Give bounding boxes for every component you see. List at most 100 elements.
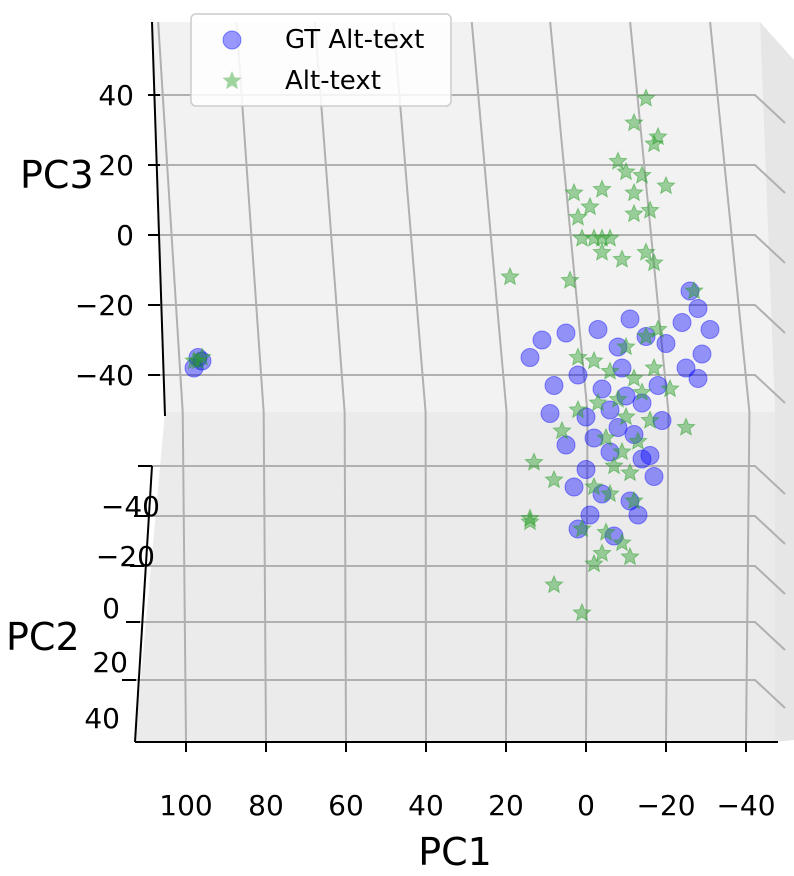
- alt-text-point: [624, 368, 644, 387]
- alt-text-point: [636, 88, 656, 107]
- alt-text-point: [616, 161, 636, 181]
- y-axis-title: PC2: [6, 615, 80, 659]
- alt-text-point: [560, 270, 580, 289]
- alt-text-point: [648, 319, 668, 338]
- alt-text-point: [592, 242, 612, 261]
- alt-text-point: [656, 175, 676, 195]
- z-gridline: [155, 304, 786, 334]
- alt-text-point: [592, 179, 612, 198]
- alt-text-point: [572, 602, 592, 622]
- alt-text-point: [684, 280, 704, 300]
- alt-text-point: [632, 165, 652, 184]
- gt-alt-text-point: [584, 428, 604, 448]
- alt-text-point: [552, 420, 572, 440]
- alt-text-point: [644, 133, 664, 153]
- alt-text-point: [568, 347, 588, 366]
- alt-text-point: [572, 518, 592, 538]
- alt-text-point: [544, 469, 564, 489]
- x-tick-label: 0: [577, 789, 595, 822]
- legend-label-alt-text: Alt-text: [285, 66, 381, 96]
- x-gridline: [629, 21, 670, 743]
- alt-text-point: [624, 112, 644, 132]
- gt-alt-text-point: [540, 404, 560, 423]
- alt-text-point: [596, 427, 616, 447]
- alt-text-point: [628, 431, 648, 450]
- floor-pane: [135, 412, 775, 742]
- x-gridline: [709, 21, 751, 743]
- z-tick-label: −40: [75, 359, 134, 392]
- alt-text-point: [612, 441, 632, 461]
- y-gridline: [137, 621, 786, 651]
- gt-alt-text-point: [520, 348, 540, 367]
- legend-box: [190, 13, 452, 107]
- legend-circle-marker: [222, 30, 242, 50]
- x-axis-title: PC1: [418, 830, 492, 874]
- alt-text-point: [604, 455, 624, 475]
- alt-text-point: [676, 417, 696, 436]
- alt-text-point: [520, 508, 540, 527]
- gt-alt-text-point: [676, 358, 696, 378]
- x-gridline: [157, 21, 187, 743]
- y-gridline: [142, 565, 786, 595]
- x-tick-label: −20: [636, 789, 695, 822]
- alt-text-point: [608, 151, 628, 170]
- gt-alt-text-point: [600, 442, 620, 462]
- gt-alt-text-point: [532, 330, 552, 350]
- gt-alt-text-point: [556, 323, 576, 343]
- alt-text-point: [588, 392, 608, 412]
- gt-alt-text-point: [580, 505, 600, 525]
- gt-alt-text-point: [544, 376, 564, 395]
- z-tick-label: 20: [98, 149, 134, 182]
- gt-alt-text-point: [640, 446, 660, 465]
- alt-text-point: [600, 228, 620, 247]
- alt-text-point: [592, 543, 612, 562]
- alt-text-point: [636, 326, 656, 345]
- gt-alt-text-point: [692, 344, 712, 364]
- series-alt-text: [184, 88, 704, 622]
- y-tick-label: −40: [101, 490, 160, 523]
- alt-text-point: [568, 207, 588, 226]
- back-pane: [152, 22, 775, 412]
- alt-text-point: [644, 357, 664, 377]
- gt-alt-text-point: [568, 365, 588, 385]
- z-tick-label: 0: [116, 219, 134, 252]
- alt-text-point: [584, 476, 604, 496]
- y-tick-label: 40: [84, 702, 120, 735]
- x-tick-label: 80: [248, 789, 284, 822]
- y-tick-label: 0: [102, 592, 120, 625]
- alt-text-point: [616, 336, 636, 356]
- alt-text-point: [608, 389, 628, 408]
- tick-marks: [122, 94, 747, 752]
- alt-text-point: [620, 546, 640, 566]
- alt-text-point: [580, 196, 600, 216]
- tick-labels: 100 80 60 40 20 0 −20 −40 40 20 0 −20 −40 −40 −20 0 20 40: [75, 79, 776, 822]
- gridlines: [132, 21, 786, 743]
- gt-alt-text-point: [652, 411, 672, 430]
- gt-alt-text-point: [620, 309, 640, 329]
- gt-alt-text-point: [656, 334, 676, 353]
- alt-text-point: [616, 406, 636, 426]
- y-gridline: [146, 515, 786, 545]
- alt-text-point: [564, 182, 584, 202]
- gt-alt-text-point: [576, 460, 596, 479]
- x-tick-label: −40: [716, 789, 775, 822]
- gt-alt-text-point: [556, 435, 576, 455]
- alt-text-point: [184, 350, 204, 370]
- y-tick-label: −20: [96, 540, 155, 573]
- z-gridline: [155, 164, 786, 194]
- legend-star-marker: [222, 71, 242, 90]
- y-gridline: [132, 679, 786, 709]
- alt-text-point: [636, 242, 656, 261]
- alt-text-point: [600, 483, 620, 503]
- alt-text-point: [596, 522, 616, 541]
- gt-alt-text-point: [688, 299, 708, 318]
- alt-text-point: [612, 249, 632, 268]
- x-gridline: [470, 21, 508, 743]
- x-tick-label: 40: [408, 789, 444, 822]
- z-axis-title: PC3: [20, 153, 94, 197]
- gt-alt-text-point: [688, 369, 708, 388]
- gt-alt-text-point: [700, 320, 720, 339]
- alt-text-point: [568, 399, 588, 419]
- z-gridline: [155, 234, 786, 264]
